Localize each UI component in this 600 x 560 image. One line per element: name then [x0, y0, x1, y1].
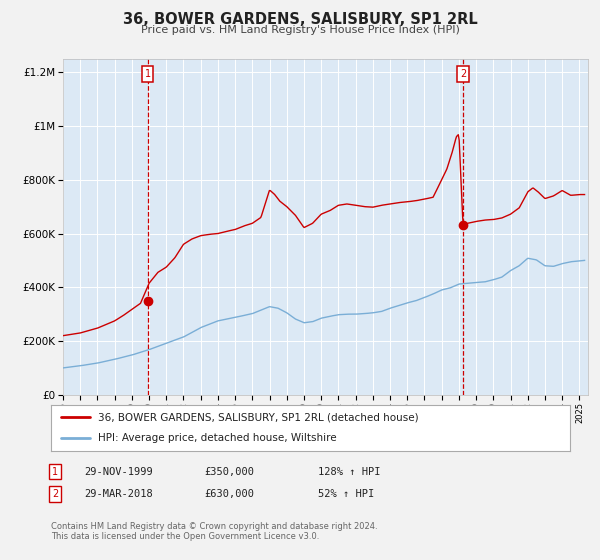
Text: This data is licensed under the Open Government Licence v3.0.: This data is licensed under the Open Gov…	[51, 532, 319, 541]
Text: 2: 2	[52, 489, 58, 499]
Text: £630,000: £630,000	[204, 489, 254, 499]
Text: Price paid vs. HM Land Registry's House Price Index (HPI): Price paid vs. HM Land Registry's House …	[140, 25, 460, 35]
Text: 128% ↑ HPI: 128% ↑ HPI	[318, 466, 380, 477]
Text: 36, BOWER GARDENS, SALISBURY, SP1 2RL: 36, BOWER GARDENS, SALISBURY, SP1 2RL	[122, 12, 478, 27]
Text: £350,000: £350,000	[204, 466, 254, 477]
Text: Contains HM Land Registry data © Crown copyright and database right 2024.: Contains HM Land Registry data © Crown c…	[51, 522, 377, 531]
Text: 2: 2	[460, 69, 466, 79]
Text: 29-MAR-2018: 29-MAR-2018	[84, 489, 153, 499]
Text: 36, BOWER GARDENS, SALISBURY, SP1 2RL (detached house): 36, BOWER GARDENS, SALISBURY, SP1 2RL (d…	[98, 412, 418, 422]
Text: HPI: Average price, detached house, Wiltshire: HPI: Average price, detached house, Wilt…	[98, 433, 337, 444]
Text: 1: 1	[52, 466, 58, 477]
Text: 1: 1	[145, 69, 151, 79]
Text: 52% ↑ HPI: 52% ↑ HPI	[318, 489, 374, 499]
Text: 29-NOV-1999: 29-NOV-1999	[84, 466, 153, 477]
